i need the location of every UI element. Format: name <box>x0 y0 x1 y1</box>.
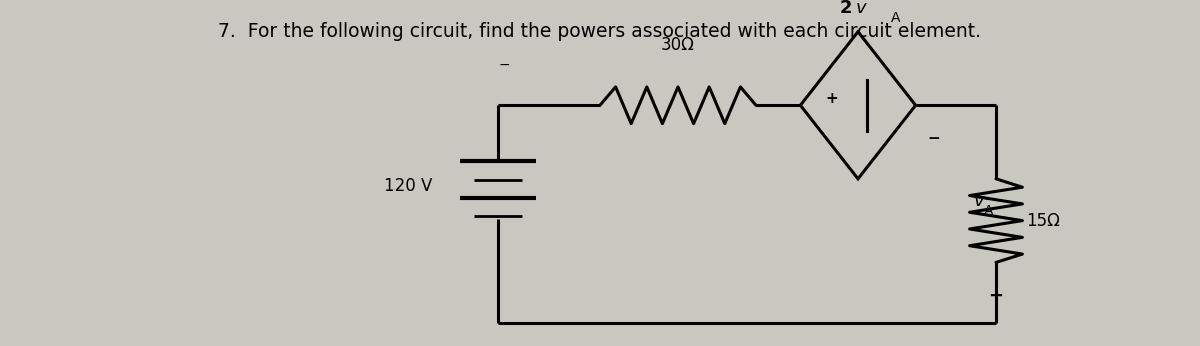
Text: +: + <box>826 91 839 106</box>
Text: 120 V: 120 V <box>384 176 432 194</box>
Text: 15Ω: 15Ω <box>1026 212 1060 230</box>
Text: +: + <box>989 287 1003 305</box>
Text: A: A <box>984 203 994 218</box>
Text: −: − <box>928 131 941 146</box>
Text: v: v <box>973 192 984 210</box>
Text: A: A <box>890 11 900 25</box>
Text: 2: 2 <box>840 0 852 17</box>
Text: −: − <box>498 58 510 72</box>
Text: 7.  For the following circuit, find the powers associated with each circuit elem: 7. For the following circuit, find the p… <box>218 22 982 41</box>
Text: 30Ω: 30Ω <box>661 36 695 54</box>
Text: v: v <box>856 0 866 17</box>
